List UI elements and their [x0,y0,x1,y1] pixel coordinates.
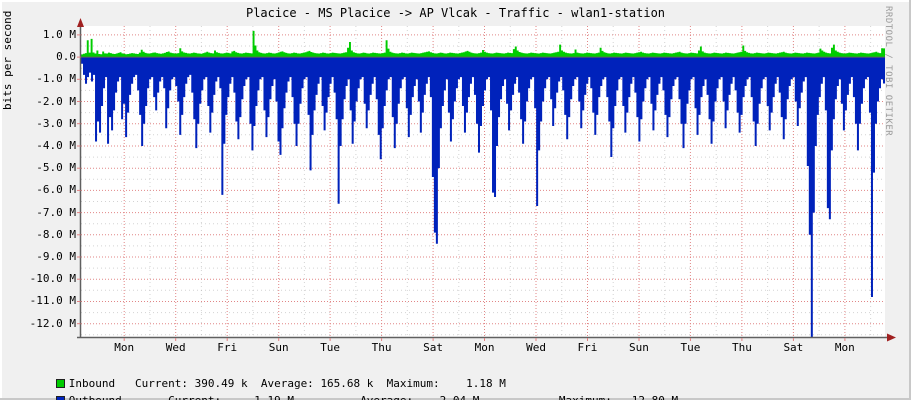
x-axis-tick: Mon [474,341,495,354]
legend-average-value-outbound: 2.04 M [440,393,480,400]
y-axis-tick: -1.0 M [36,72,76,86]
frame-top-bevel [0,0,911,2]
x-axis-tick: Thu [731,341,752,354]
y-axis-tick: -7.0 M [36,205,76,219]
y-axis-tick: -10.0 M [29,272,76,286]
legend-current-label-inbound: Current: [134,377,188,390]
y-axis-tick: -3.0 M [36,116,76,130]
y-axis-tick: 1.0 M [42,27,76,41]
y-axis-tick: -4.0 M [36,138,76,152]
frame-bottom-bevel [0,398,911,400]
legend-name-outbound: Outbound [69,393,122,400]
legend-average-value-inbound: 165.68 k [320,377,374,390]
y-axis-tick: -12.0 M [29,316,76,330]
y-axis-tick-labels: 1.0 M 0.0 -1.0 M -2.0 M -3.0 M -4.0 M -5.0 M -6… [0,0,76,400]
legend-row-inbound: Inbound Current: 390.49 k Average: 165.6… [16,360,506,390]
y-axis-tick: -2.0 M [36,94,76,108]
legend-row-outbound: Outbound Current: 1.19 M Average: 2.04 M… [16,377,678,400]
x-axis-tick: Wed [526,341,546,354]
x-axis-tick: Fri [217,341,238,354]
legend-swatch-inbound [55,379,65,388]
x-axis-tick: Mon [834,341,855,354]
x-axis-tick: Sun [268,341,289,354]
legend-maximum-value-inbound: 1.18 M [466,377,506,390]
plot-area [81,26,885,337]
x-axis-tick: Thu [371,341,392,354]
legend-swatch-outbound [55,396,65,400]
y-axis-tick: -11.0 M [29,294,76,308]
x-axis-tick: Mon [114,341,135,354]
legend-average-label-outbound: Average: [360,393,413,400]
y-axis-tick: -5.0 M [36,161,76,175]
x-axis-tick: Wed [165,341,186,354]
y-axis-tick: 0.0 [56,50,76,64]
x-axis-tick: Tue [320,341,341,354]
legend-name-inbound: Inbound [68,377,116,390]
legend-maximum-label-inbound: Maximum: [386,377,440,390]
x-axis-tick: Sun [629,341,649,354]
legend-current-value-outbound: 1.19 M [254,393,294,400]
x-axis-tick: Sat [423,341,443,354]
x-axis-tick: Fri [577,341,598,354]
frame-left-bevel [0,0,2,400]
legend: Inbound Current: 390.49 k Average: 165.6… [0,358,911,400]
frame-right-bevel [909,0,911,400]
y-axis-tick: -9.0 M [36,250,76,264]
y-axis-tick: -8.0 M [36,227,76,241]
x-axis-tick: Sat [783,341,804,354]
legend-maximum-label-outbound: Maximum: [559,393,612,400]
y-axis-tick: -6.0 M [36,183,76,197]
x-axis-tick: Tue [680,341,701,354]
legend-average-label-inbound: Average: [260,377,314,390]
legend-current-value-inbound: 390.49 k [194,377,248,390]
traffic-area-chart [81,26,885,337]
legend-maximum-value-outbound: 12.80 M [632,393,678,400]
graph-title: Placice - MS Placice -> AP Vlcak - Traff… [245,6,666,20]
legend-current-label-outbound: Current: [168,393,221,400]
